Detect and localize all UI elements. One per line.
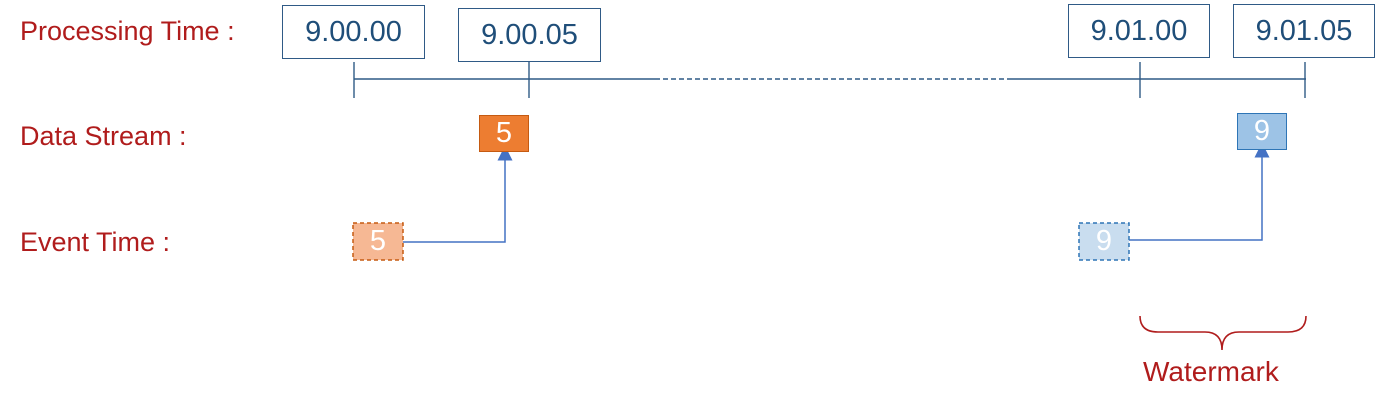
watermark-brace <box>1139 315 1307 351</box>
data-stream-label: Data Stream : <box>20 121 187 151</box>
processing-time-box-2: 9.00.05 <box>458 8 601 62</box>
processing-time-label: Processing Time : <box>20 16 235 46</box>
processing-time-box-1: 9.00.00 <box>282 5 425 59</box>
arrow-event-5 <box>403 145 513 243</box>
event-time-value-9: 9 <box>1095 225 1113 257</box>
data-stream-box-9: 9 <box>1237 113 1287 150</box>
processing-time-box-4: 9.01.05 <box>1233 4 1375 58</box>
arrow-event-9 <box>1128 142 1270 241</box>
watermark-label: Watermark <box>1143 356 1279 387</box>
data-stream-box-5: 5 <box>479 115 529 152</box>
event-box-9 <box>1078 222 1130 261</box>
processing-time-box-3: 9.01.00 <box>1068 4 1210 58</box>
event-box-5 <box>352 222 404 261</box>
event-time-label: Event Time : <box>20 227 171 257</box>
event-time-value-5: 5 <box>369 225 387 257</box>
